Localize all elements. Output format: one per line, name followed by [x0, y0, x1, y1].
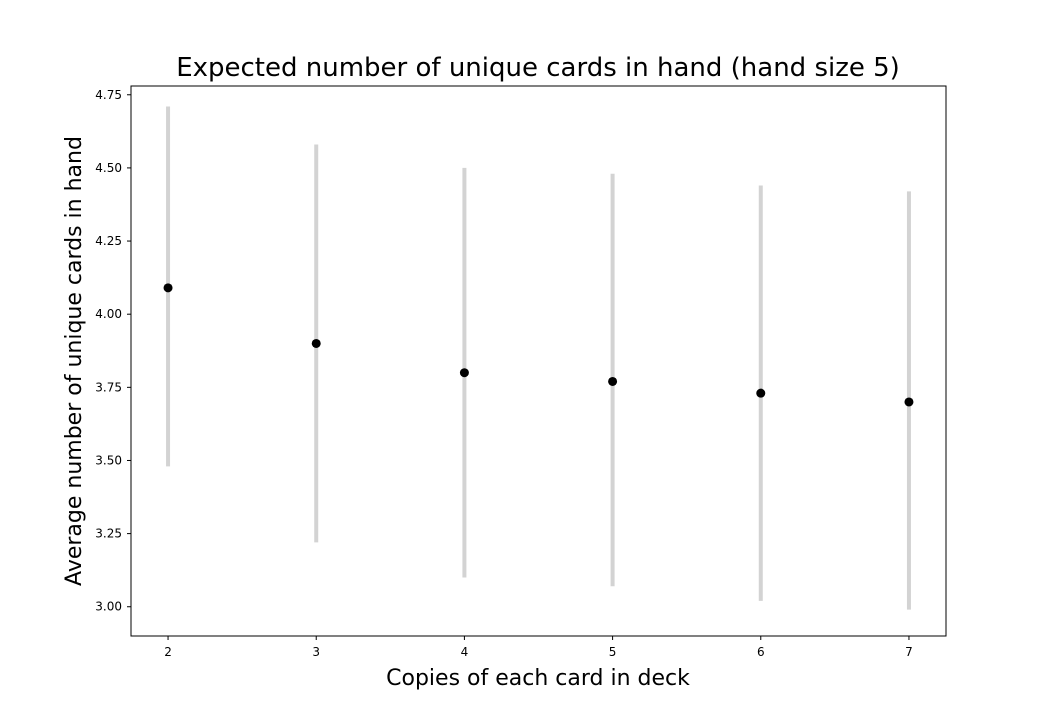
y-axis: 3.00 3.25 3.50 3.75 4.00 4.25 4.50 4.75 — [95, 88, 131, 614]
data-point-4 — [459, 368, 469, 378]
data-point-3 — [311, 338, 321, 348]
data-point-7 — [904, 397, 914, 407]
y-tick-label: 3.50 — [95, 453, 122, 467]
errorbars-layer — [166, 106, 911, 610]
data-point-5 — [608, 376, 618, 386]
x-tick-label: 3 — [312, 645, 320, 659]
data-point-2 — [163, 283, 173, 293]
y-tick-label: 3.25 — [95, 527, 122, 541]
y-tick-label: 4.00 — [95, 307, 122, 321]
x-tick-label: 4 — [461, 645, 469, 659]
y-tick-label: 3.00 — [95, 600, 122, 614]
x-tick-label: 6 — [757, 645, 765, 659]
x-tick-label: 2 — [164, 645, 172, 659]
x-axis-title: Copies of each card in deck — [386, 666, 690, 691]
y-tick-label: 4.25 — [95, 234, 122, 248]
data-point-6 — [756, 388, 766, 398]
chart-title: Expected number of unique cards in hand … — [176, 53, 900, 83]
y-tick-label: 4.75 — [95, 88, 122, 102]
plot-frame — [130, 85, 947, 637]
x-axis: 2 3 4 5 6 7 — [164, 636, 913, 659]
y-tick-label: 4.50 — [95, 161, 122, 175]
y-axis-title: Average number of unique cards in hand — [62, 136, 87, 586]
points-layer — [163, 283, 914, 407]
x-tick-label: 5 — [609, 645, 617, 659]
y-tick-label: 3.75 — [95, 380, 122, 394]
x-tick-label: 7 — [905, 645, 913, 659]
